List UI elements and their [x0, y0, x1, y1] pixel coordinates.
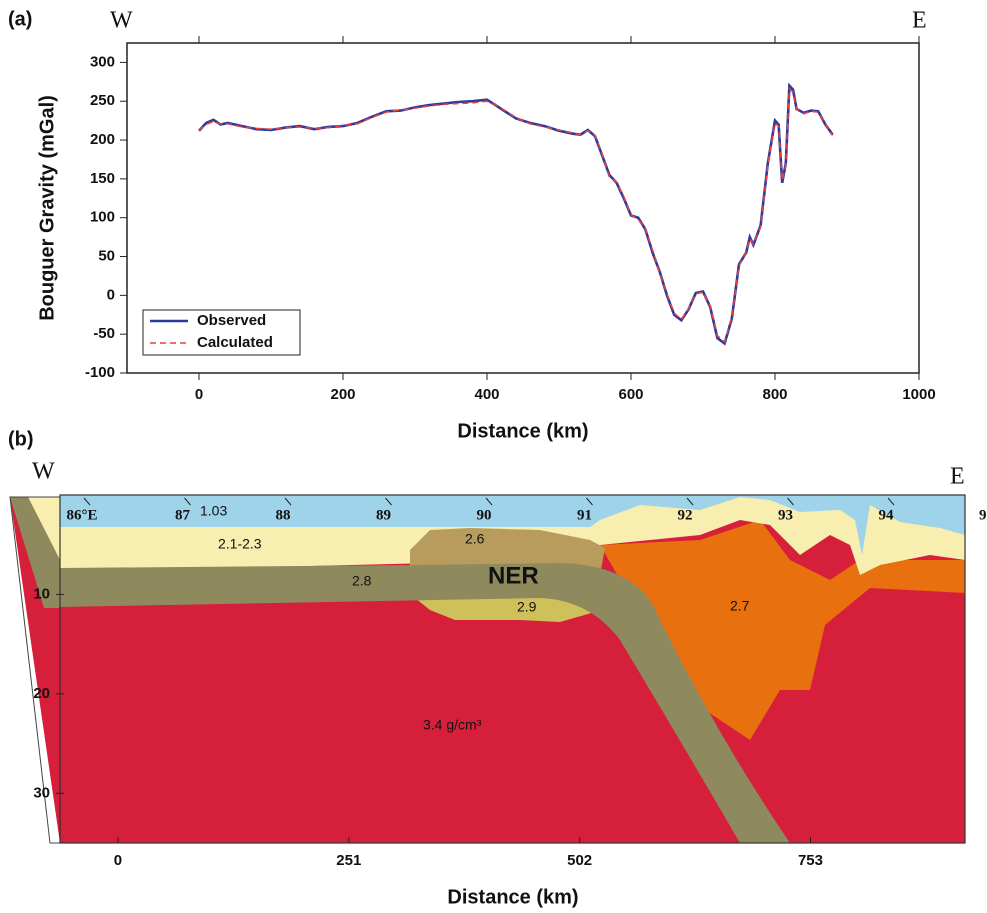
y-tick-label: 300	[90, 53, 115, 70]
longitude-tick	[83, 497, 91, 506]
plot-frame	[126, 42, 920, 374]
x-tick-label: 800	[762, 386, 787, 403]
y-tick-label: 20	[33, 685, 50, 702]
longitude-label: 86°E	[66, 507, 97, 523]
data-line	[198, 82, 834, 346]
legend-label: Observed	[197, 312, 266, 329]
y-tick-label: -50	[93, 325, 115, 342]
layer-label: NER	[488, 562, 539, 589]
longitude-label: 94	[879, 507, 895, 523]
x-tick-label: 200	[330, 386, 355, 403]
longitude-label: 92	[678, 507, 693, 523]
longitude-tick	[184, 497, 191, 506]
east-label: E	[912, 8, 927, 34]
y-tick-label: 150	[90, 170, 115, 187]
west-label: W	[110, 8, 133, 34]
layer-label: 2.9	[517, 599, 537, 615]
side-face-sediment	[10, 497, 60, 560]
lens-layer	[415, 598, 600, 622]
layer-label: 3.4 g/cm³	[423, 717, 482, 733]
layer-label: 2.7	[730, 598, 750, 614]
x-tick-label: 251	[336, 852, 361, 869]
x-tick-label: 0	[114, 852, 122, 869]
crust-slab	[60, 563, 790, 843]
y-tick-label: 100	[90, 209, 115, 226]
east-label: E	[950, 464, 965, 490]
longitude-tick	[284, 497, 292, 506]
longitude-tick	[887, 497, 895, 506]
legend-box	[142, 309, 301, 356]
panel-label: (b)	[8, 428, 34, 450]
y-tick-label: 10	[33, 585, 50, 602]
legend-label: Calculated	[197, 334, 273, 351]
y-tick-label: 250	[90, 92, 115, 109]
longitude-tick	[385, 497, 392, 506]
y-axis-title: Bouguer Gravity (mGal)	[36, 95, 58, 321]
x-tick-label: 0	[195, 386, 203, 403]
longitude-label: 89	[376, 507, 391, 523]
longitude-label: 91	[577, 507, 592, 523]
side-face-crust	[10, 497, 60, 608]
x-tick-label: 1000	[902, 386, 935, 403]
x-tick-label: 600	[618, 386, 643, 403]
longitude-tick	[787, 497, 794, 506]
longitude-label: 90	[477, 507, 492, 523]
longitude-tick	[485, 497, 493, 506]
y-tick-label: 0	[107, 286, 115, 303]
x-axis-title: Distance (km)	[447, 886, 578, 908]
y-tick-label: 200	[90, 131, 115, 148]
y-tick-label: -100	[85, 364, 115, 381]
longitude-label: 87	[175, 507, 191, 523]
panel-label: (a)	[8, 8, 32, 30]
layer-label: 2.6	[465, 531, 485, 547]
y-tick-label: 30	[33, 784, 50, 801]
longitude-label: 88	[276, 507, 291, 523]
layer-label: 2.1-2.3	[218, 536, 262, 552]
longitude-label: 93	[778, 507, 793, 523]
data-line	[198, 87, 834, 344]
layer-label: 2.8	[352, 573, 372, 589]
section-frame	[59, 494, 966, 844]
layer-label: 1.03	[200, 503, 227, 519]
water-layer	[60, 495, 965, 555]
longitude-tick	[586, 497, 593, 506]
x-tick-label: 400	[474, 386, 499, 403]
longitude-label: 95	[979, 507, 987, 523]
x-tick-label: 753	[798, 852, 823, 869]
y-tick-label: 50	[98, 247, 115, 264]
west-label: W	[32, 459, 55, 485]
x-tick-label: 502	[567, 852, 592, 869]
x-axis-title: Distance (km)	[457, 420, 588, 442]
longitude-tick	[686, 497, 694, 506]
